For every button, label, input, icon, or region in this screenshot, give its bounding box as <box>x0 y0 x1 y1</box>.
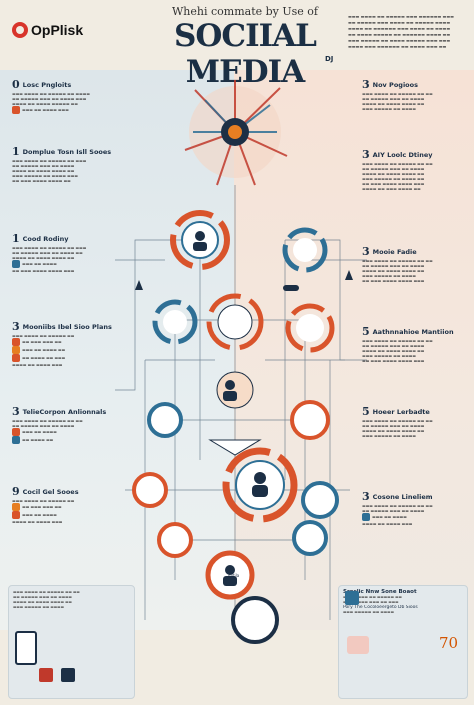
person-silhouettes <box>135 231 353 586</box>
right-section-3: 5 Aathnnahioe Mantiion ▬▬▬ ▬▬▬▬ ▬▬ ▬▬▬▬▬ … <box>362 325 454 363</box>
logo-icon <box>12 22 28 38</box>
right-background-panel <box>234 70 474 630</box>
left-section-0: 0 Losc Pngloits ▬▬▬ ▬▬▬▬ ▬▬ ▬▬▬▬▬ ▬▬ ▬▬▬▬… <box>12 78 90 114</box>
logo-text: OpPlisk <box>31 22 84 38</box>
intro-text-block: ▬▬▬ ▬▬▬▬ ▬▬ ▬▬▬▬▬ ▬▬▬ ▬▬▬▬▬▬ ▬▬▬ ▬▬ ▬▬▬▬… <box>348 14 454 49</box>
app-icon <box>61 668 75 682</box>
left-section-5: 9 Cocil Gel Sooes ▬▬▬ ▬▬▬▬ ▬▬ ▬▬▬▬▬ ▬▬ ▬▬… <box>12 485 79 524</box>
stat-number: 70 <box>439 634 459 652</box>
burst-graphic <box>184 80 288 186</box>
right-section-5: 3 Cosone Lineliem ▬▬▬ ▬▬▬▬ ▬▬ ▬▬▬▬▬ ▬▬ ▬▬… <box>362 490 433 526</box>
phone-icon <box>15 631 37 665</box>
page-title: SOCIIAL MEDIA <box>174 18 317 90</box>
corner-badge: DJ <box>325 55 334 63</box>
left-section-2: 1 Cood Rodiny ▬▬▬ ▬▬▬▬ ▬▬ ▬▬▬▬▬ ▬▬ ▬▬▬ ▬▬… <box>12 232 87 273</box>
flag-icon <box>347 636 369 654</box>
chart-icon <box>345 591 359 605</box>
panel-subtitle: Pory The Cocoloeergeto Db Sioos <box>343 605 418 610</box>
brand-logo: OpPlisk <box>12 22 83 38</box>
left-section-1: 1 Domplue Tosn Isll Sooes ▬▬▬ ▬▬▬▬ ▬▬ ▬▬▬… <box>12 145 112 183</box>
page-subtitle: Whehi commate by Use of <box>172 5 318 18</box>
right-section-4: 5 Hoeer Lerbadte ▬▬▬ ▬▬▬▬ ▬▬ ▬▬▬▬▬ ▬▬ ▬▬ … <box>362 405 433 438</box>
network-diagram <box>115 80 367 644</box>
banner-ribbon <box>208 439 262 456</box>
left-section-3: 3 Mooniibs Ibel Sioo Plans ▬▬▬ ▬▬▬▬ ▬▬ ▬▬… <box>12 320 112 367</box>
node-label: Alltila <box>228 573 240 578</box>
app-icon <box>39 668 53 682</box>
bottom-left-panel: ▬▬▬ ▬▬▬▬ ▬▬ ▬▬▬▬▬ ▬▬ ▬▬ ▬▬ ▬▬▬▬▬ ▬▬▬ ▬▬ … <box>8 585 135 699</box>
bottom-right-panel: Sroslic Nnw Sone Boaot ▬▬▬ ▬▬▬▬ ▬▬ ▬▬▬▬▬… <box>338 585 468 699</box>
panel-title: Sroslic Nnw Sone Boaot <box>343 589 417 595</box>
right-section-1: 3 AIY Loolc Dtiney ▬▬▬ ▬▬▬▬ ▬▬ ▬▬▬▬▬ ▬▬ ▬… <box>362 148 433 191</box>
right-section-2: 3 Mooie Fadie ▬▬▬ ▬▬▬▬ ▬▬ ▬▬▬▬▬ ▬▬ ▬▬ ▬▬ … <box>362 245 433 283</box>
right-section-0: 3 Nov Pogioos ▬▬▬ ▬▬▬▬ ▬▬ ▬▬▬▬▬ ▬▬ ▬▬ ▬▬ … <box>362 78 433 111</box>
left-section-4: 3 TelieCorpon Anlionnals ▬▬▬ ▬▬▬▬ ▬▬ ▬▬▬▬… <box>12 405 107 444</box>
